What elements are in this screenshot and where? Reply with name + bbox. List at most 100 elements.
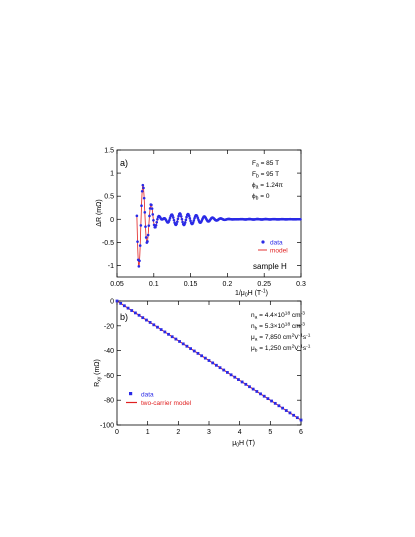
data-point	[244, 382, 248, 386]
data-point	[154, 225, 157, 229]
data-point	[140, 204, 143, 207]
a-ytick-label: -0.5	[102, 240, 114, 247]
a-ytick-label: 0.5	[104, 194, 114, 201]
data-point	[179, 212, 182, 216]
data-point	[119, 301, 123, 305]
data-point	[143, 211, 147, 214]
data-point	[200, 354, 204, 358]
annotation-fa: Fa = 85 T	[252, 160, 279, 169]
data-point	[130, 309, 134, 312]
data-point	[150, 203, 153, 207]
b-ytick-label: -60	[104, 373, 114, 380]
b-xtick-label: 6	[299, 429, 303, 436]
data-point	[172, 216, 175, 219]
data-point	[144, 225, 147, 228]
data-point	[142, 186, 145, 190]
data-point	[172, 218, 176, 222]
data-point	[126, 306, 130, 310]
data-point	[183, 221, 187, 224]
data-point	[142, 196, 146, 200]
a-xtick-label: 0.15	[184, 281, 198, 288]
legend-b-model-label: two-carrier model	[141, 400, 192, 407]
data-point	[281, 406, 284, 410]
legend-a-model-label: model	[270, 248, 288, 255]
data-point	[259, 392, 262, 396]
data-point	[175, 220, 179, 223]
data-point	[218, 366, 222, 370]
data-point	[184, 218, 188, 222]
annotation-phib: ϕb = 0	[252, 193, 270, 202]
panel-a-ticks: 0.05 0.1 0.15 0.2 0.25 0.3 -1 -0.5 0 0.5 1 1.5	[102, 148, 306, 289]
data-point	[192, 219, 196, 222]
data-point	[136, 240, 139, 243]
data-point	[214, 363, 218, 367]
panel-a-ylabel: ΔR (mΩ)	[96, 199, 103, 226]
data-point	[288, 411, 292, 415]
data-point	[237, 378, 240, 381]
data-point	[176, 217, 180, 221]
data-point	[295, 416, 299, 420]
data-point	[137, 313, 141, 317]
annotation-fb: Fb = 95 T	[252, 171, 279, 180]
annotation-line-0: na = 4.4×1018 cm-3	[251, 311, 305, 321]
data-point	[156, 217, 159, 221]
panel-b-data-points	[115, 299, 303, 422]
data-point	[277, 404, 281, 408]
data-point	[151, 213, 155, 216]
data-point	[146, 240, 149, 243]
a-ytick-label: 1	[110, 171, 114, 178]
data-point	[262, 394, 266, 398]
a-xtick-label: 0.3	[296, 281, 306, 288]
b-xtick-label: 1	[146, 429, 150, 436]
legend-b-data-marker	[129, 392, 133, 396]
b-xtick-label: 0	[115, 429, 119, 436]
data-point	[163, 330, 167, 334]
data-point	[146, 233, 150, 237]
b-xtick-label: 3	[207, 429, 211, 436]
a-xtick-label: 0.05	[110, 281, 124, 288]
b-xtick-label: 2	[176, 429, 180, 436]
annotation-line-2: μa = 7,850 cm2V-1s-1	[251, 333, 311, 343]
data-point	[144, 236, 148, 239]
data-point	[134, 311, 137, 315]
data-point	[148, 207, 152, 210]
b-xtick-label: 4	[238, 429, 242, 436]
data-point	[150, 207, 154, 210]
data-point	[178, 340, 181, 343]
data-point	[266, 397, 270, 401]
data-point	[240, 380, 244, 384]
data-point	[185, 344, 189, 348]
data-point	[270, 399, 273, 403]
panel-a-data-points	[135, 183, 302, 268]
data-point	[137, 265, 141, 268]
a-ytick-label: 1.5	[104, 148, 114, 155]
a-xtick-label: 0.2	[223, 281, 233, 288]
sample-label: sample H	[253, 262, 287, 271]
data-point	[189, 347, 192, 351]
data-point	[167, 332, 170, 336]
data-point	[181, 220, 184, 224]
data-point	[188, 217, 192, 220]
data-point	[141, 316, 145, 320]
data-point	[155, 220, 159, 224]
data-point	[115, 299, 119, 303]
a-xtick-label: 0.1	[149, 281, 159, 288]
data-point	[154, 223, 158, 227]
b-ytick-label: 0	[110, 299, 114, 306]
a-ytick-label: 0	[110, 217, 114, 224]
data-point	[152, 219, 155, 222]
data-point	[292, 413, 296, 417]
data-point	[148, 321, 152, 324]
panel-b-ylabel: Rxy (mΩ)	[94, 359, 103, 387]
panel-a-xlabel: 1/μ0H (T-1)	[235, 289, 268, 299]
data-point	[156, 325, 159, 329]
panel-b: b) 0 1 2 3 4 5 6 0 -20 -40 -60 -80 -100 na = 4.4×101…	[94, 299, 311, 449]
data-point	[299, 418, 303, 422]
data-point	[145, 318, 148, 322]
b-xtick-label: 5	[268, 429, 272, 436]
data-point	[185, 215, 188, 219]
data-point	[159, 328, 163, 331]
data-point	[170, 335, 174, 339]
data-point	[138, 259, 141, 263]
